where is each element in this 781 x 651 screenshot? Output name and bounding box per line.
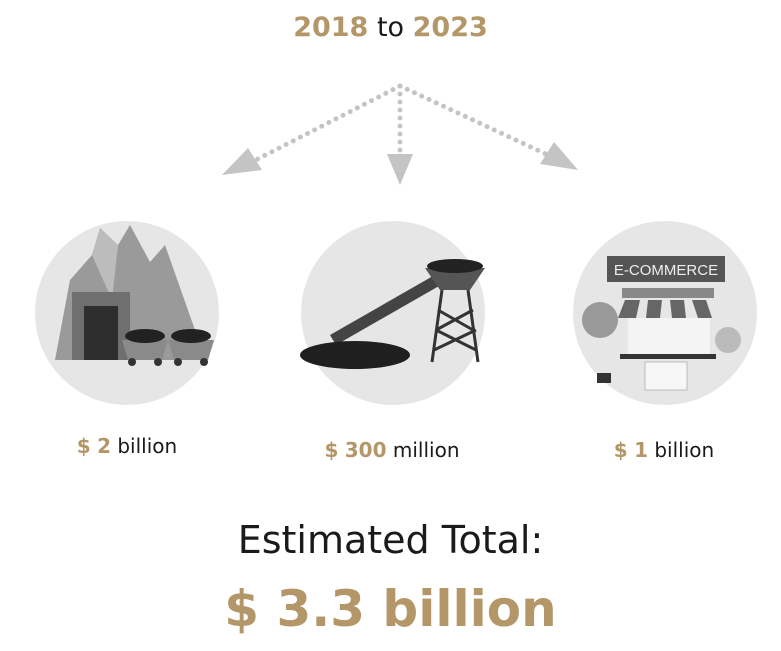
total-label: Estimated Total: xyxy=(237,518,544,562)
dotted-arrows xyxy=(249,83,551,165)
arrow-right-line xyxy=(397,83,551,158)
segment-label-conveyor: $ 300 million xyxy=(324,438,460,462)
start-year: 2018 xyxy=(293,12,369,43)
conveyor-coal-icon xyxy=(300,221,485,405)
svg-text:E-COMMERCE: E-COMMERCE xyxy=(614,262,718,279)
segment-label-ecommerce: $ 1 billion xyxy=(613,438,715,462)
title-connector: to xyxy=(376,12,405,43)
ecommerce-store-icon: E-COMMERCE xyxy=(573,221,757,405)
arrow-left-head xyxy=(222,148,262,175)
arrow-right-head xyxy=(540,142,578,170)
segment-label-mining: $ 2 billion xyxy=(76,434,178,458)
arrow-left-line xyxy=(249,83,403,165)
end-year: 2023 xyxy=(412,12,488,43)
arrow-center-head xyxy=(387,154,413,185)
total-value: $ 3.3 billion xyxy=(224,580,557,638)
mine-icon xyxy=(35,221,219,405)
period-title: 2018 to 2023 xyxy=(0,12,781,43)
